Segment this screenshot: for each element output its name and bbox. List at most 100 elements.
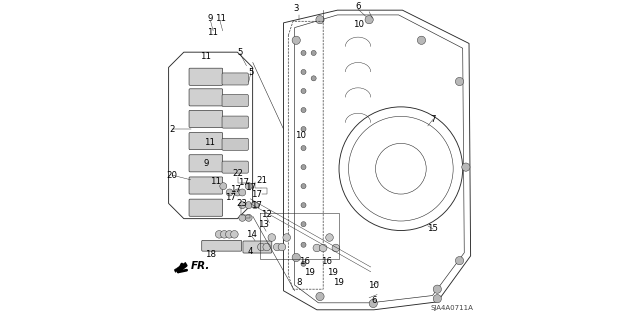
Circle shape (226, 189, 233, 196)
Text: 17: 17 (251, 189, 262, 199)
Circle shape (456, 257, 463, 265)
Text: 10: 10 (369, 281, 380, 290)
Text: 6: 6 (355, 2, 361, 11)
Circle shape (301, 69, 306, 75)
Circle shape (319, 244, 327, 252)
Text: 7: 7 (430, 115, 436, 124)
Circle shape (301, 89, 306, 93)
Circle shape (252, 202, 259, 209)
Circle shape (283, 234, 291, 241)
Text: 11: 11 (210, 177, 221, 186)
Circle shape (301, 146, 306, 151)
Circle shape (230, 230, 238, 238)
Circle shape (316, 16, 324, 24)
Circle shape (311, 51, 316, 55)
Text: SJA4A0711A: SJA4A0711A (431, 305, 474, 311)
Circle shape (268, 234, 276, 241)
FancyBboxPatch shape (189, 110, 223, 127)
Circle shape (239, 189, 246, 196)
Text: 23: 23 (236, 199, 247, 208)
Circle shape (301, 242, 306, 247)
Text: 2: 2 (169, 124, 175, 133)
Text: FR.: FR. (191, 261, 210, 271)
FancyBboxPatch shape (189, 132, 223, 150)
Circle shape (311, 76, 316, 81)
Circle shape (273, 243, 281, 251)
Circle shape (332, 244, 340, 252)
FancyBboxPatch shape (189, 68, 223, 85)
Circle shape (220, 230, 228, 238)
Text: 19: 19 (333, 278, 344, 287)
Circle shape (301, 126, 306, 132)
FancyBboxPatch shape (243, 241, 272, 253)
Circle shape (316, 292, 324, 300)
Circle shape (216, 230, 223, 238)
FancyBboxPatch shape (222, 73, 248, 85)
Circle shape (301, 51, 306, 55)
Text: 14: 14 (246, 230, 257, 239)
Text: 17: 17 (251, 201, 262, 210)
Text: 11: 11 (204, 138, 214, 147)
Polygon shape (174, 262, 187, 272)
Circle shape (263, 243, 271, 251)
Text: 9: 9 (204, 159, 209, 168)
Circle shape (239, 202, 246, 209)
FancyBboxPatch shape (222, 116, 248, 128)
Circle shape (245, 202, 252, 209)
FancyBboxPatch shape (222, 94, 248, 107)
Text: 17: 17 (244, 183, 256, 192)
FancyBboxPatch shape (189, 89, 223, 106)
Circle shape (417, 36, 426, 44)
Circle shape (245, 214, 252, 221)
Circle shape (456, 77, 463, 86)
Circle shape (225, 230, 233, 238)
Text: 18: 18 (205, 250, 216, 259)
Text: 13: 13 (258, 220, 269, 229)
Circle shape (433, 295, 442, 303)
Circle shape (433, 285, 442, 293)
Text: 16: 16 (321, 257, 332, 266)
Text: 4: 4 (248, 247, 253, 256)
Text: 20: 20 (166, 171, 177, 180)
FancyBboxPatch shape (189, 177, 223, 194)
Circle shape (234, 189, 241, 196)
Circle shape (301, 184, 306, 189)
Text: 10: 10 (353, 20, 364, 29)
Text: 19: 19 (327, 268, 338, 277)
Text: 3: 3 (294, 4, 299, 13)
Text: 17: 17 (239, 178, 250, 187)
Text: 11: 11 (200, 52, 211, 61)
Circle shape (292, 36, 300, 44)
Circle shape (278, 243, 285, 251)
Circle shape (326, 234, 333, 241)
Text: 10: 10 (296, 131, 307, 140)
Circle shape (461, 163, 470, 171)
FancyBboxPatch shape (222, 138, 248, 150)
Circle shape (257, 243, 265, 251)
Text: 5: 5 (248, 68, 253, 77)
Circle shape (313, 244, 321, 252)
Text: 9: 9 (208, 14, 213, 23)
Circle shape (301, 108, 306, 113)
Text: 16: 16 (300, 257, 310, 266)
Circle shape (292, 253, 300, 261)
Text: 12: 12 (261, 210, 272, 219)
Text: 11: 11 (214, 14, 226, 23)
Circle shape (239, 214, 246, 221)
Circle shape (220, 183, 227, 190)
Text: 17: 17 (225, 193, 236, 202)
Text: 8: 8 (297, 278, 302, 287)
Text: 11: 11 (207, 28, 218, 37)
Text: 19: 19 (305, 268, 316, 277)
Circle shape (301, 203, 306, 208)
Circle shape (365, 16, 373, 24)
Text: 5: 5 (237, 48, 243, 58)
Circle shape (369, 299, 378, 308)
Text: 22: 22 (233, 169, 244, 178)
Text: 6: 6 (371, 296, 377, 305)
Circle shape (245, 183, 252, 190)
Circle shape (301, 222, 306, 227)
Text: 21: 21 (257, 176, 268, 185)
FancyBboxPatch shape (222, 161, 248, 173)
FancyBboxPatch shape (189, 199, 223, 216)
